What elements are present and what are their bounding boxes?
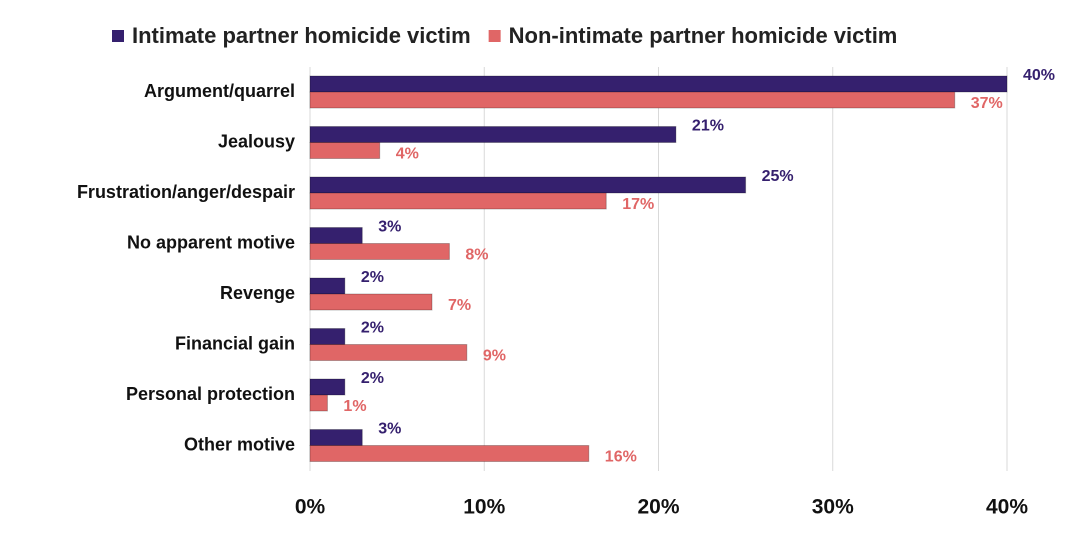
bar [309,75,1008,93]
value-label: 2% [361,269,384,286]
value-label: 17% [622,196,654,213]
bar [309,243,450,260]
y-tick-label: Frustration/anger/despair [77,182,295,202]
value-label: 16% [605,449,637,466]
bar [309,394,328,412]
bar [309,192,607,210]
value-label: 25% [762,168,794,185]
value-label: 8% [465,247,488,264]
bar [309,227,363,244]
y-tick-label: Revenge [220,283,295,303]
bar [309,378,346,396]
value-label: 2% [361,320,384,337]
legend-swatch [112,30,124,42]
bar [309,293,433,311]
value-label: 4% [396,146,419,163]
y-tick-label: Jealousy [218,131,295,151]
bar [309,126,677,143]
value-label: 7% [448,297,471,314]
legend-label: Non-intimate partner homicide victim [509,23,898,48]
bar [309,277,346,295]
legend-swatch [488,30,501,42]
bar [309,91,956,109]
value-label: 21% [692,118,724,135]
bar [309,344,468,361]
bar [309,176,747,194]
y-tick-label: Argument/quarrel [144,81,295,101]
value-label: 1% [343,398,366,415]
bar [309,142,381,159]
x-tick-label: 0% [295,496,326,519]
bar [309,429,363,446]
bar [309,328,346,345]
x-tick-label: 30% [812,496,854,519]
y-tick-label: Financial gain [175,333,295,353]
value-label: 2% [361,370,384,387]
x-tick-label: 20% [637,496,679,519]
bar [309,445,590,462]
value-label: 37% [971,95,1003,112]
x-tick-label: 40% [986,496,1028,519]
y-tick-label: Other motive [184,434,295,454]
value-label: 40% [1023,67,1055,84]
value-label: 9% [483,348,506,365]
y-tick-label: Personal protection [126,384,295,404]
legend-label: Intimate partner homicide victim [132,23,471,48]
x-tick-label: 10% [463,496,505,519]
value-label: 3% [378,219,401,236]
y-tick-label: No apparent motive [127,232,295,252]
value-label: 3% [378,421,401,438]
